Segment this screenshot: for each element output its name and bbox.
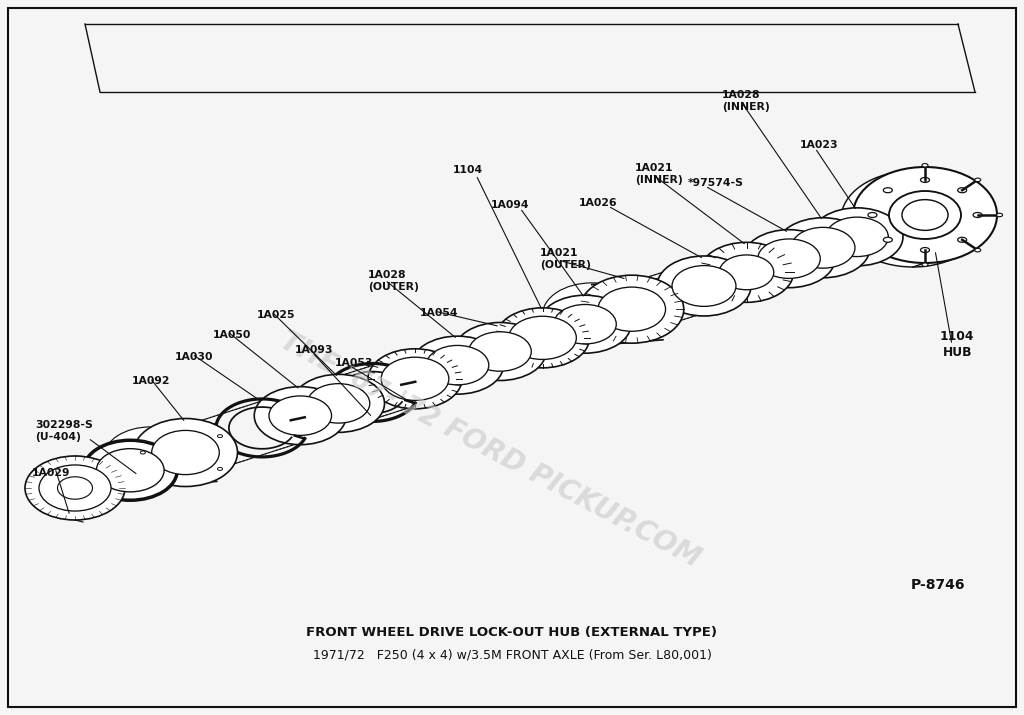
Ellipse shape [412, 336, 504, 394]
Text: 1A028
(INNER): 1A028 (INNER) [722, 90, 770, 112]
Text: 1104: 1104 [453, 165, 483, 175]
Ellipse shape [922, 263, 928, 267]
Ellipse shape [853, 167, 997, 263]
Ellipse shape [426, 345, 488, 385]
Ellipse shape [103, 427, 198, 488]
Ellipse shape [975, 248, 981, 252]
Ellipse shape [454, 322, 546, 380]
Text: 1A054: 1A054 [420, 308, 459, 318]
Text: 1A050: 1A050 [213, 330, 251, 340]
Ellipse shape [469, 332, 531, 371]
Ellipse shape [884, 188, 892, 193]
Text: 1A030: 1A030 [175, 352, 213, 362]
Ellipse shape [381, 358, 449, 400]
Ellipse shape [957, 188, 967, 193]
Ellipse shape [509, 316, 577, 360]
Ellipse shape [672, 265, 736, 307]
Text: 1971/72   F250 (4 x 4) w/3.5M FRONT AXLE (From Ser. L80,001): 1971/72 F250 (4 x 4) w/3.5M FRONT AXLE (… [312, 648, 712, 661]
Text: 1A092: 1A092 [132, 376, 171, 386]
Text: 1A025: 1A025 [257, 310, 296, 320]
Ellipse shape [657, 256, 751, 316]
Text: 1A094: 1A094 [490, 200, 529, 210]
Text: 1104
HUB: 1104 HUB [940, 330, 975, 359]
Ellipse shape [921, 177, 930, 182]
Text: FRONT WHEEL DRIVE LOCK-OUT HUB (EXTERNAL TYPE): FRONT WHEEL DRIVE LOCK-OUT HUB (EXTERNAL… [306, 626, 718, 639]
Ellipse shape [554, 305, 616, 344]
Ellipse shape [39, 465, 111, 511]
Ellipse shape [152, 430, 219, 475]
Text: 302298-S
(U-404): 302298-S (U-404) [35, 420, 93, 442]
Ellipse shape [825, 217, 888, 257]
Text: 1A021
(INNER): 1A021 (INNER) [635, 163, 683, 184]
Ellipse shape [884, 237, 892, 242]
Ellipse shape [539, 295, 631, 353]
Ellipse shape [254, 387, 346, 445]
Text: P-8746: P-8746 [910, 578, 965, 592]
Ellipse shape [841, 171, 985, 267]
Ellipse shape [368, 349, 462, 409]
Ellipse shape [83, 440, 177, 500]
Ellipse shape [921, 247, 930, 252]
Ellipse shape [743, 230, 835, 287]
Ellipse shape [496, 308, 590, 368]
Text: 1A021
(OUTER): 1A021 (OUTER) [540, 248, 591, 270]
Ellipse shape [293, 375, 384, 433]
Ellipse shape [133, 418, 238, 486]
Ellipse shape [269, 396, 332, 435]
Ellipse shape [25, 456, 125, 520]
Text: 1A026: 1A026 [579, 198, 617, 208]
Ellipse shape [140, 451, 145, 454]
Ellipse shape [791, 227, 855, 268]
Ellipse shape [57, 477, 92, 499]
Ellipse shape [957, 237, 967, 242]
Ellipse shape [543, 283, 641, 347]
Ellipse shape [307, 384, 370, 423]
Ellipse shape [922, 164, 928, 167]
Ellipse shape [996, 213, 1002, 217]
Ellipse shape [776, 218, 870, 277]
Ellipse shape [975, 178, 981, 182]
Text: 1A093: 1A093 [295, 345, 334, 355]
Text: 1A029: 1A029 [32, 468, 71, 478]
Ellipse shape [758, 239, 820, 278]
Text: 1A023: 1A023 [800, 140, 839, 150]
Text: THE '67-'72 FORD PICKUP.COM: THE '67-'72 FORD PICKUP.COM [275, 327, 705, 573]
Ellipse shape [811, 208, 903, 266]
Ellipse shape [973, 212, 982, 217]
Ellipse shape [580, 275, 684, 343]
Ellipse shape [217, 468, 222, 470]
Ellipse shape [217, 435, 222, 438]
Ellipse shape [598, 287, 666, 331]
Text: 1A028
(OUTER): 1A028 (OUTER) [368, 270, 419, 292]
Text: *97574-S: *97574-S [688, 178, 743, 188]
Ellipse shape [719, 255, 774, 290]
Ellipse shape [889, 191, 961, 239]
Text: 1A053: 1A053 [335, 358, 374, 368]
Ellipse shape [699, 242, 794, 302]
Ellipse shape [868, 212, 877, 217]
Ellipse shape [902, 199, 948, 230]
Ellipse shape [96, 448, 164, 492]
